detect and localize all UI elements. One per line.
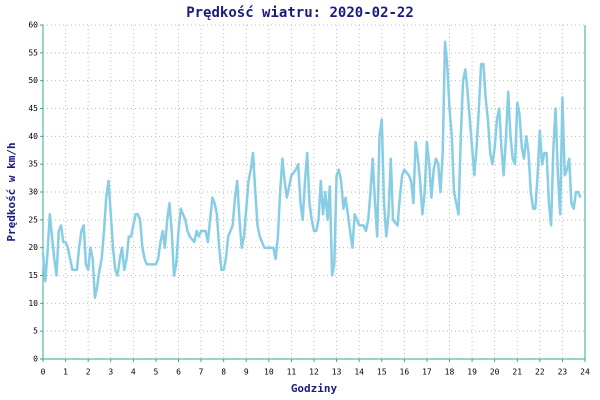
- x-tick-label: 6: [176, 368, 181, 377]
- x-tick-label: 1: [63, 368, 68, 377]
- y-tick-label: 55: [28, 48, 38, 57]
- y-tick-label: 35: [28, 160, 38, 169]
- x-tick-label: 17: [422, 368, 432, 377]
- x-tick-label: 20: [490, 368, 500, 377]
- x-tick-label: 9: [244, 368, 249, 377]
- y-tick-label: 30: [28, 188, 38, 197]
- x-tick-label: 4: [131, 368, 136, 377]
- x-tick-label: 19: [467, 368, 477, 377]
- x-tick-label: 14: [354, 368, 364, 377]
- wind-line: [41, 40, 582, 300]
- x-tick-label: 5: [154, 368, 159, 377]
- x-tick-label: 18: [445, 368, 455, 377]
- y-axis-label: Prędkość w km/h: [5, 142, 18, 241]
- y-tick-label: 0: [33, 355, 38, 364]
- x-tick-label: 23: [558, 368, 568, 377]
- x-tick-label: 13: [332, 368, 342, 377]
- x-axis-label: Godziny: [291, 382, 338, 395]
- y-tick-label: 10: [28, 299, 38, 308]
- x-tick-label: 10: [264, 368, 274, 377]
- y-tick-label: 20: [28, 243, 38, 252]
- x-tick-label: 7: [199, 368, 204, 377]
- x-tick-label: 2: [86, 368, 91, 377]
- x-tick-label: 16: [400, 368, 410, 377]
- y-tick-label: 60: [28, 21, 38, 30]
- y-tick-label: 40: [28, 132, 38, 141]
- y-tick-label: 50: [28, 76, 38, 85]
- x-tick-label: 21: [512, 368, 522, 377]
- x-tick-label: 3: [108, 368, 113, 377]
- y-tick-label: 45: [28, 104, 38, 113]
- x-tick-label: 24: [580, 368, 590, 377]
- y-tick-label: 5: [33, 327, 38, 336]
- x-tick-label: 15: [377, 368, 387, 377]
- x-tick-label: 11: [287, 368, 297, 377]
- x-tick-label: 0: [41, 368, 46, 377]
- x-tick-label: 12: [309, 368, 319, 377]
- chart-title: Prędkość wiatru: 2020-02-22: [186, 5, 414, 21]
- x-tick-label: 22: [535, 368, 545, 377]
- y-tick-label: 15: [28, 271, 38, 280]
- x-tick-label: 8: [221, 368, 226, 377]
- y-tick-label: 25: [28, 215, 38, 224]
